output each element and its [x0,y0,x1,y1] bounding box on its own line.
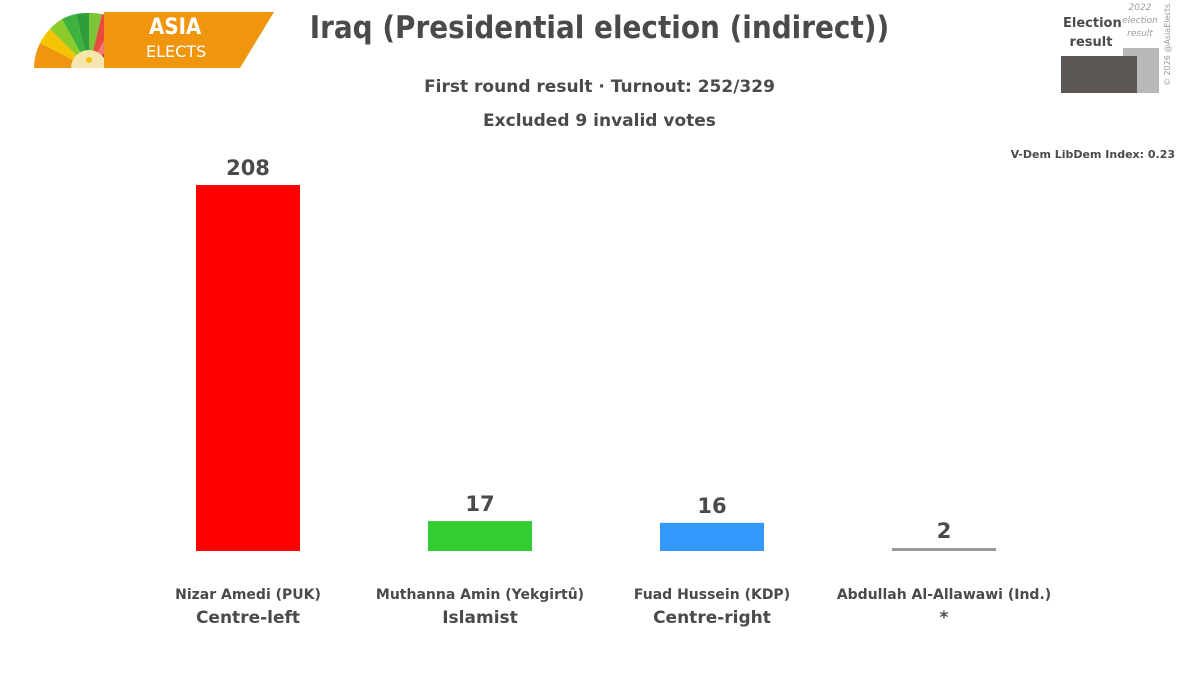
ideology-label-3: Centre-right [653,608,771,628]
invalid-votes-subtitle: Excluded 9 invalid votes [483,111,716,131]
result-legend: 2022 election result Election result [1055,0,1199,100]
candidate-label-2: Muthanna Amin (Yekgirtû) [376,587,584,603]
ideology-label-4: * [940,608,949,628]
bar-3 [660,522,764,551]
candidate-label-1: Nizar Amedi (PUK) [175,587,321,603]
logo-text-asia: ASIA [149,15,202,40]
bar-value-label-2: 17 [465,492,494,516]
legend-current-label: Election result [1063,16,1122,50]
bar-value-label-4: 2 [937,519,952,543]
asia-elects-logo: ASIA ELECTS [34,12,274,68]
bar-4 [892,548,996,551]
legend-current-swatch [1061,56,1137,93]
ideology-label-2: Islamist [442,608,518,628]
bar-value-label-1: 208 [226,156,270,180]
bar-1 [196,185,300,551]
ideology-label-1: Centre-left [196,608,300,628]
turnout-subtitle: First round result · Turnout: 252/329 [424,77,775,97]
legend-previous-label: 2022 election result [1122,3,1158,39]
bar-value-label-3: 16 [697,494,726,518]
logo-text-elects: ELECTS [146,42,207,61]
candidate-label-4: Abdullah Al-Allawawi (Ind.) [837,587,1051,603]
page-title: Iraq (Presidential election (indirect)) [309,10,890,46]
candidate-label-3: Fuad Hussein (KDP) [634,587,790,603]
bar-2 [428,521,532,551]
vdem-index-note: V-Dem LibDem Index: 0.23 [1010,148,1175,161]
